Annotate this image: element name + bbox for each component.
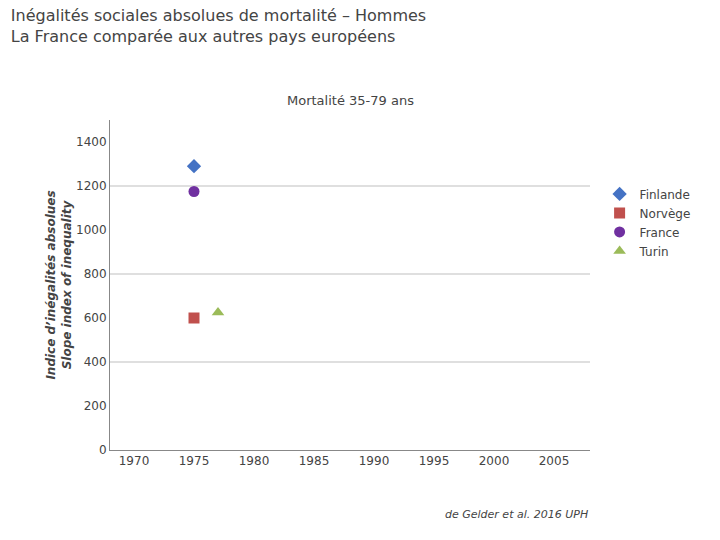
svg-text:800: 800 — [84, 267, 107, 281]
svg-text:Finlande: Finlande — [640, 188, 690, 202]
svg-text:Norvège: Norvège — [640, 207, 691, 221]
svg-text:1400: 1400 — [76, 135, 107, 149]
svg-text:1200: 1200 — [76, 179, 107, 193]
svg-text:400: 400 — [84, 355, 107, 369]
svg-text:1970: 1970 — [119, 454, 150, 468]
svg-text:France: France — [640, 226, 680, 240]
svg-text:2000: 2000 — [479, 454, 510, 468]
svg-text:Inégalités sociales absolues d: Inégalités sociales absolues de mortalit… — [11, 6, 426, 46]
svg-text:Turin: Turin — [639, 245, 669, 259]
svg-text:600: 600 — [84, 311, 107, 325]
svg-text:de Gelder et al. 2016 UPH: de Gelder et al. 2016 UPH — [445, 508, 588, 521]
svg-text:1980: 1980 — [239, 454, 270, 468]
svg-text:Mortalité 35-79 ans: Mortalité 35-79 ans — [287, 93, 414, 108]
svg-text:Indice d’inégalités absoluesSl: Indice d’inégalités absoluesSlope index … — [44, 190, 74, 379]
svg-text:1000: 1000 — [76, 223, 107, 237]
svg-text:2005: 2005 — [539, 454, 570, 468]
svg-text:200: 200 — [84, 399, 107, 413]
svg-text:1985: 1985 — [299, 454, 330, 468]
svg-text:1975: 1975 — [179, 454, 210, 468]
svg-text:1990: 1990 — [359, 454, 390, 468]
svg-text:1995: 1995 — [419, 454, 450, 468]
svg-text:0: 0 — [99, 443, 107, 457]
